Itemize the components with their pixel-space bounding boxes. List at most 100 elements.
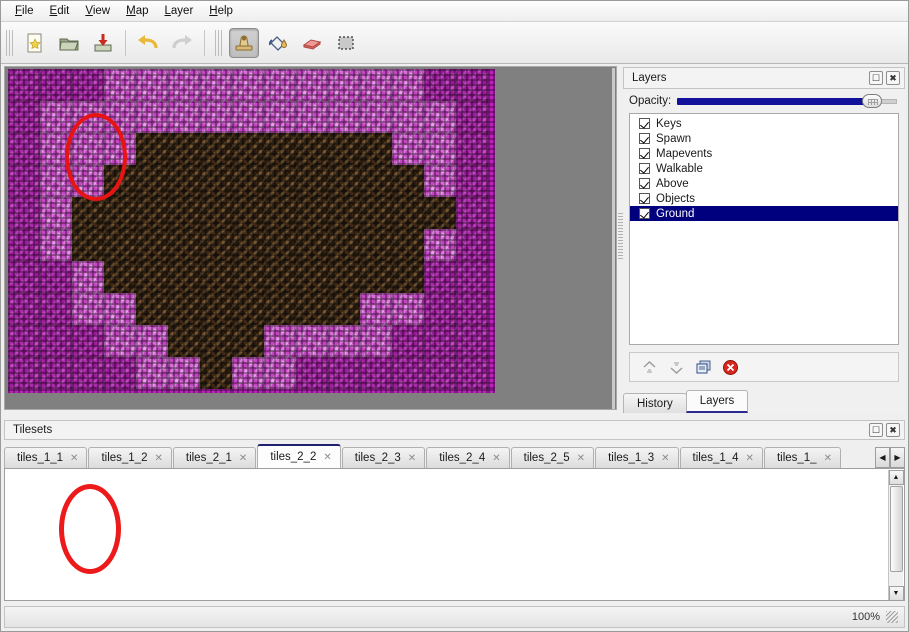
map-tile[interactable] <box>424 165 456 197</box>
map-tile[interactable] <box>200 133 232 165</box>
map-tile[interactable] <box>424 357 456 389</box>
map-tile[interactable] <box>232 325 264 357</box>
map-tile[interactable] <box>136 293 168 325</box>
map-tile[interactable] <box>136 69 168 101</box>
eraser-button[interactable] <box>297 28 327 58</box>
layer-visibility-checkbox[interactable] <box>639 178 650 189</box>
map-tile[interactable] <box>232 101 264 133</box>
opacity-slider[interactable] <box>677 94 897 108</box>
stamp-brush-button[interactable] <box>229 27 259 58</box>
tab-close-icon[interactable]: ✕ <box>661 452 670 464</box>
map-tile[interactable] <box>40 229 72 261</box>
map-tile[interactable] <box>232 197 264 229</box>
layer-row[interactable]: Above <box>630 176 898 191</box>
map-canvas-frame[interactable] <box>4 66 617 410</box>
save-map-button[interactable] <box>88 28 118 58</box>
scroll-right-icon[interactable]: ▶ <box>890 447 905 468</box>
layer-list[interactable]: Keys Spawn Mapevents Walkable Above Objects Gr… <box>629 113 899 345</box>
map-tile[interactable] <box>392 69 424 101</box>
map-tile[interactable] <box>72 197 104 229</box>
map-tile[interactable] <box>8 293 40 325</box>
toolbar-drag-grip[interactable] <box>6 29 14 56</box>
tab-close-icon[interactable]: ✕ <box>576 452 586 464</box>
fill-bucket-button[interactable] <box>263 28 293 58</box>
map-tile[interactable] <box>232 229 264 261</box>
tab-close-icon[interactable]: ✕ <box>823 452 832 464</box>
float-icon[interactable]: ☐ <box>869 423 883 437</box>
map-tile[interactable] <box>264 261 296 293</box>
map-tile[interactable] <box>232 261 264 293</box>
menu-item-file[interactable]: File <box>15 5 34 17</box>
map-tile[interactable] <box>392 357 424 389</box>
map-tile[interactable] <box>40 165 72 197</box>
tileset-tab-tiles_1_3[interactable]: tiles_1_3 ✕ <box>595 447 679 468</box>
map-tile[interactable] <box>328 101 360 133</box>
map-tile[interactable] <box>360 293 392 325</box>
map-tile[interactable] <box>104 357 136 389</box>
map-tile[interactable] <box>360 261 392 293</box>
tileset-tab-tiles_1_4[interactable]: tiles_1_4 ✕ <box>679 447 763 468</box>
map-tile[interactable] <box>392 229 424 261</box>
map-tile[interactable] <box>168 197 200 229</box>
tileset-tab-tiles_2_2[interactable]: tiles_2_2 ✕ <box>257 444 341 468</box>
layer-row[interactable]: Keys <box>630 116 898 131</box>
map-tile[interactable] <box>360 69 392 101</box>
toolbar-drag-grip-2[interactable] <box>215 29 223 56</box>
map-tile[interactable] <box>264 165 296 197</box>
map-tile[interactable] <box>424 325 456 357</box>
delete-layer-button[interactable] <box>721 358 739 376</box>
map-tile[interactable] <box>8 357 40 389</box>
map-tile[interactable] <box>296 357 328 389</box>
map-tile[interactable] <box>200 325 232 357</box>
map-tile[interactable] <box>40 133 72 165</box>
map-tile[interactable] <box>232 133 264 165</box>
layer-row[interactable]: Objects <box>630 191 898 206</box>
map-tile[interactable] <box>8 229 40 261</box>
map-tile[interactable] <box>8 197 40 229</box>
tab-close-icon[interactable]: ✕ <box>407 452 417 464</box>
map-tile[interactable] <box>264 69 296 101</box>
resize-grip-icon[interactable] <box>886 611 898 623</box>
map-tile[interactable] <box>392 325 424 357</box>
map-tile[interactable] <box>296 325 328 357</box>
map-tile[interactable] <box>72 133 104 165</box>
map-tile[interactable] <box>296 197 328 229</box>
map-tile[interactable] <box>168 293 200 325</box>
map-tile[interactable] <box>104 261 136 293</box>
map-tile[interactable] <box>72 69 104 101</box>
map-tile[interactable] <box>232 69 264 101</box>
map-tile[interactable] <box>456 229 488 261</box>
dock-tab-layers[interactable]: Layers <box>685 390 749 413</box>
tileset-view[interactable]: ▲ ▼ <box>4 468 905 601</box>
map-tile[interactable] <box>232 165 264 197</box>
menu-item-edit[interactable]: Edit <box>49 5 70 17</box>
map-tile[interactable] <box>136 197 168 229</box>
map-tile[interactable] <box>104 325 136 357</box>
opacity-slider-thumb[interactable] <box>862 94 883 108</box>
menu-item-help[interactable]: Help <box>209 5 233 17</box>
map-tile[interactable] <box>72 101 104 133</box>
map-tile[interactable] <box>424 197 456 229</box>
map-tile[interactable] <box>72 229 104 261</box>
tileset-tab-tiles_2_4[interactable]: tiles_2_4 ✕ <box>426 447 510 468</box>
map-tile[interactable] <box>360 229 392 261</box>
map-tile[interactable] <box>168 325 200 357</box>
map-canvas[interactable] <box>8 69 495 393</box>
tab-close-icon[interactable]: ✕ <box>323 451 332 463</box>
map-tile[interactable] <box>40 101 72 133</box>
map-tile[interactable] <box>328 293 360 325</box>
menu-item-layer[interactable]: Layer <box>164 5 194 17</box>
scroll-down-icon[interactable]: ▼ <box>888 586 904 600</box>
map-tile[interactable] <box>8 261 40 293</box>
tileset-vertical-scrollbar[interactable]: ▲ ▼ <box>888 470 904 600</box>
map-tile[interactable] <box>328 357 360 389</box>
map-tile[interactable] <box>392 133 424 165</box>
tileset-tab-tiles_1_1[interactable]: tiles_1_1 ✕ <box>4 447 88 468</box>
map-tile[interactable] <box>104 197 136 229</box>
map-tile[interactable] <box>328 133 360 165</box>
vertical-splitter-handle[interactable] <box>618 213 623 261</box>
layer-visibility-checkbox[interactable] <box>639 193 650 204</box>
map-tile[interactable] <box>40 293 72 325</box>
map-tile[interactable] <box>264 325 296 357</box>
map-tile[interactable] <box>40 197 72 229</box>
